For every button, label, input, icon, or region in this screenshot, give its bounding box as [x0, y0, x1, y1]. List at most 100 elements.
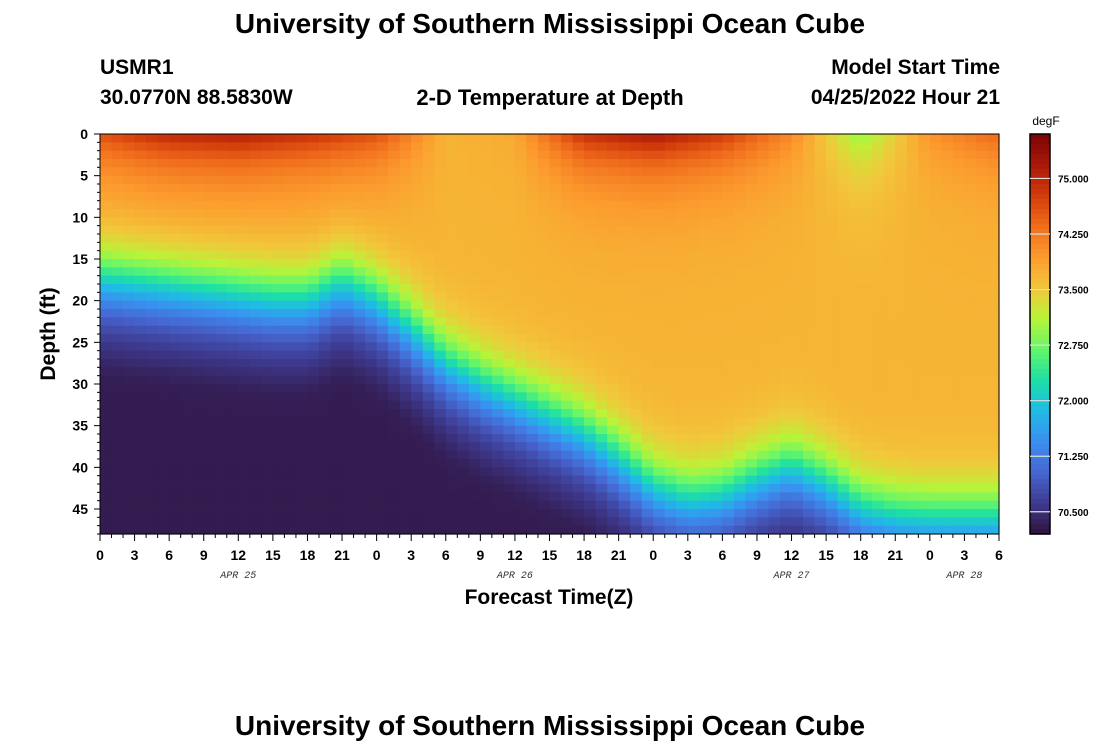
- heatmap-cell: [526, 425, 539, 435]
- heatmap-cell: [710, 434, 723, 443]
- heatmap-cell: [307, 234, 320, 243]
- heatmap-cell: [549, 159, 562, 168]
- colorbar-segment: [1030, 149, 1050, 155]
- heatmap-cell: [399, 342, 412, 352]
- heatmap-cell: [111, 175, 124, 185]
- heatmap-cell: [318, 492, 332, 502]
- heatmap-cell: [918, 259, 931, 268]
- heatmap-cell: [664, 259, 677, 268]
- heatmap-cell: [780, 350, 793, 360]
- heatmap-cell: [411, 375, 424, 385]
- heatmap-cell: [975, 175, 989, 185]
- heatmap-cell: [180, 509, 193, 518]
- heatmap-cell: [146, 175, 159, 185]
- heatmap-cell: [307, 359, 320, 368]
- heatmap-cell: [630, 409, 643, 418]
- heatmap-cell: [837, 492, 850, 502]
- heatmap-cell: [468, 359, 481, 368]
- heatmap-cell: [791, 134, 804, 143]
- heatmap-cell: [514, 259, 528, 268]
- heatmap-cell: [123, 284, 136, 293]
- heatmap-cell: [710, 259, 723, 268]
- heatmap-cell: [123, 309, 136, 318]
- heatmap-cell: [330, 200, 343, 210]
- heatmap-cell: [918, 467, 931, 477]
- heatmap-cell: [457, 400, 470, 410]
- x-tick-label: 18: [300, 547, 316, 563]
- heatmap-cell: [641, 509, 654, 518]
- heatmap-cell: [630, 342, 643, 352]
- heatmap-cell: [860, 275, 873, 285]
- heatmap-cell: [872, 200, 885, 210]
- heatmap-cell: [146, 450, 159, 460]
- heatmap-cell: [353, 192, 366, 202]
- heatmap-cell: [261, 467, 274, 477]
- heatmap-cell: [491, 325, 504, 335]
- heatmap-cell: [872, 500, 885, 510]
- heatmap-cell: [883, 167, 896, 177]
- heatmap-cell: [745, 359, 758, 368]
- heatmap-cell: [180, 417, 193, 427]
- heatmap-cell: [100, 284, 113, 293]
- heatmap-cell: [111, 317, 124, 327]
- heatmap-cell: [215, 159, 228, 168]
- heatmap-cell: [480, 409, 493, 418]
- heatmap-cell: [699, 284, 712, 293]
- heatmap-cell: [491, 275, 504, 285]
- heatmap-cell: [607, 350, 620, 360]
- heatmap-cell: [399, 317, 412, 327]
- heatmap-cell: [607, 184, 620, 193]
- colorbar-segment: [1030, 354, 1050, 360]
- heatmap-cell: [941, 450, 954, 460]
- heatmap-cell: [295, 392, 309, 402]
- heatmap-cell: [457, 250, 470, 260]
- heatmap-cell: [837, 292, 850, 302]
- heatmap-cell: [422, 317, 435, 327]
- heatmap-cell: [906, 292, 919, 302]
- heatmap-cell: [630, 309, 643, 318]
- heatmap-cell: [722, 259, 735, 268]
- heatmap-cell: [618, 367, 631, 377]
- heatmap-cell: [918, 309, 931, 318]
- heatmap-cell: [572, 425, 585, 435]
- heatmap-cell: [365, 484, 378, 493]
- heatmap-cell: [837, 284, 850, 293]
- heatmap-cell: [215, 484, 228, 493]
- heatmap-cell: [468, 300, 481, 310]
- heatmap-cell: [491, 475, 504, 485]
- heatmap-cell: [803, 425, 816, 435]
- heatmap-cell: [100, 484, 113, 493]
- heatmap-cell: [826, 259, 839, 268]
- heatmap-cell: [307, 175, 320, 185]
- heatmap-cell: [376, 292, 389, 302]
- heatmap-cell: [157, 417, 170, 427]
- heatmap-cell: [180, 309, 193, 318]
- heatmap-cell: [537, 150, 551, 160]
- heatmap-cell: [676, 525, 689, 535]
- heatmap-cell: [745, 517, 758, 527]
- heatmap-cell: [365, 442, 378, 452]
- heatmap-cell: [457, 500, 470, 510]
- heatmap-cell: [526, 192, 539, 202]
- heatmap-cell: [399, 217, 412, 227]
- heatmap-cell: [157, 409, 170, 418]
- heatmap-cell: [445, 300, 458, 310]
- heatmap-cell: [514, 192, 528, 202]
- heatmap-cell: [595, 275, 608, 285]
- heatmap-cell: [699, 342, 712, 352]
- heatmap-cell: [434, 317, 447, 327]
- heatmap-cell: [630, 317, 643, 327]
- heatmap-cell: [849, 359, 862, 368]
- heatmap-cell: [641, 350, 654, 360]
- heatmap-cell: [768, 242, 781, 252]
- heatmap-cell: [272, 459, 286, 468]
- heatmap-cell: [883, 425, 896, 435]
- heatmap-cell: [169, 142, 182, 152]
- heatmap-cell: [952, 259, 966, 268]
- heatmap-cell: [860, 450, 873, 460]
- heatmap-cell: [295, 517, 309, 527]
- heatmap-cell: [537, 142, 551, 152]
- heatmap-cell: [952, 159, 966, 168]
- heatmap-cell: [180, 192, 193, 202]
- heatmap-cell: [169, 425, 182, 435]
